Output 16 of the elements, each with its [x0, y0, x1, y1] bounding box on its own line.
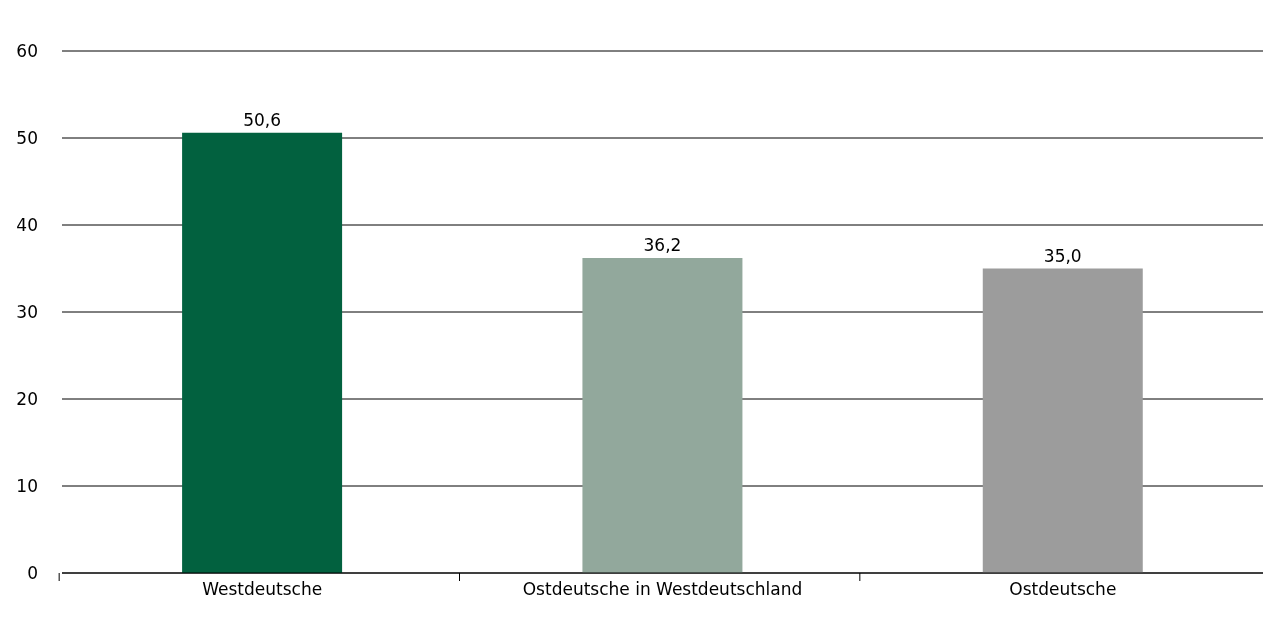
bar — [182, 132, 343, 573]
y-tick-label: 0 — [27, 563, 38, 584]
y-tick-label: 50 — [16, 128, 38, 149]
data-label: 50,6 — [243, 109, 282, 130]
y-tick-label: 40 — [16, 215, 38, 236]
y-tick-label: 30 — [16, 302, 38, 323]
bar — [982, 268, 1143, 573]
y-tick-label: 10 — [16, 476, 38, 497]
x-tick-label: Ostdeutsche — [1009, 579, 1117, 600]
data-label: 35,0 — [1043, 245, 1082, 266]
x-tick-label: Ostdeutsche in Westdeutschland — [522, 579, 803, 600]
x-tick-label: Westdeutsche — [202, 579, 323, 600]
y-tick-label: 60 — [16, 41, 38, 62]
data-label: 36,2 — [643, 235, 682, 256]
bar — [582, 258, 743, 573]
y-tick-label: 20 — [16, 389, 38, 410]
